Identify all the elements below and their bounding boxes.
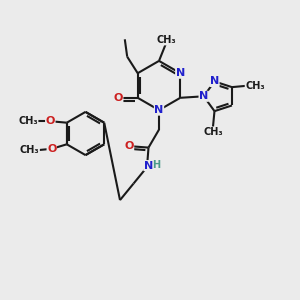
Text: CH₃: CH₃ [156,35,176,45]
Text: CH₃: CH₃ [20,145,39,155]
Text: H: H [152,160,161,170]
Text: CH₃: CH₃ [18,116,38,126]
Text: O: O [124,141,134,151]
Text: N: N [176,68,185,78]
Text: CH₃: CH₃ [203,127,223,137]
Text: O: O [47,144,56,154]
Text: CH₃: CH₃ [245,81,265,91]
Text: O: O [113,93,123,103]
Text: O: O [46,116,55,126]
Text: N: N [210,76,219,86]
Text: N: N [144,160,153,171]
Text: N: N [199,91,208,101]
Text: N: N [154,105,164,115]
